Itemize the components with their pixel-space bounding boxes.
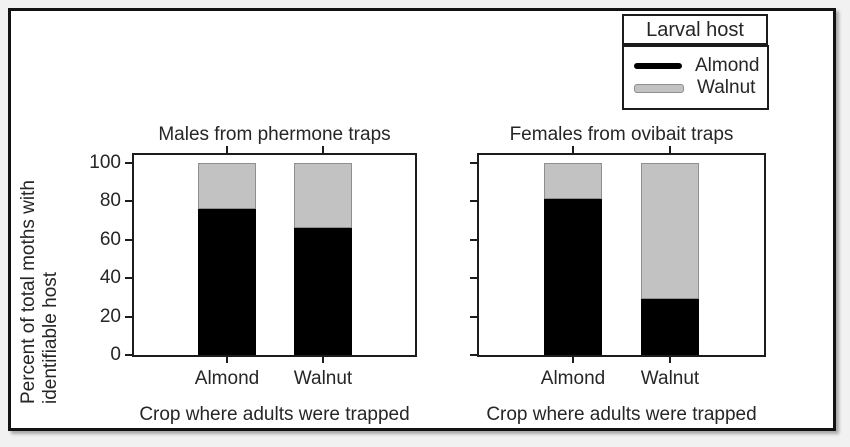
legend-title-box: Larval host bbox=[622, 14, 768, 45]
category-label: Almond bbox=[194, 368, 260, 389]
legend-row-walnut: Walnut bbox=[634, 77, 767, 99]
y-axis-tick bbox=[125, 161, 132, 164]
bar-segment-almond bbox=[198, 208, 256, 355]
x-axis-tick-top bbox=[669, 146, 671, 153]
y-axis-title: Percent of total moths with identifiable… bbox=[18, 180, 61, 404]
x-axis-tick bbox=[226, 357, 228, 363]
walnut-swatch-icon bbox=[634, 83, 684, 93]
bar-segment-almond bbox=[294, 227, 352, 355]
chart-title: Females from ovibait traps bbox=[509, 124, 734, 145]
y-axis-tick bbox=[125, 200, 132, 202]
legend-label-walnut: Walnut bbox=[697, 77, 756, 98]
y-tick-label: 100 bbox=[89, 151, 121, 173]
y-axis-tick bbox=[470, 354, 477, 356]
y-tick-label: 0 bbox=[110, 344, 121, 365]
y-axis-tick bbox=[125, 354, 132, 356]
bar-segment-walnut bbox=[294, 162, 352, 228]
plot-area bbox=[132, 153, 417, 357]
plot-area bbox=[477, 153, 766, 357]
x-axis-tick bbox=[572, 357, 574, 363]
y-axis-tick bbox=[125, 315, 132, 318]
x-axis-title: Crop where adults were trapped bbox=[139, 404, 410, 425]
y-tick-label: 20 bbox=[99, 305, 121, 327]
y-axis-tick bbox=[470, 238, 477, 241]
legend-box: Almond Walnut bbox=[622, 45, 769, 110]
y-tick-label: 40 bbox=[99, 267, 121, 288]
y-axis-tick bbox=[470, 315, 477, 318]
almond-swatch-icon bbox=[634, 63, 682, 69]
category-label: Walnut bbox=[293, 368, 353, 389]
y-axis-tick bbox=[470, 200, 477, 202]
chart-title: Males from phermone traps bbox=[158, 124, 391, 145]
bar-segment-almond bbox=[544, 199, 602, 355]
x-axis-title: Crop where adults were trapped bbox=[486, 404, 757, 425]
y-axis-tick bbox=[125, 238, 132, 241]
bar-segment-walnut bbox=[198, 162, 256, 209]
y-tick-label: 60 bbox=[99, 228, 121, 250]
bar-segment-walnut bbox=[641, 162, 699, 300]
bar-segment-almond bbox=[641, 299, 699, 355]
legend-title: Larval host bbox=[646, 19, 744, 41]
x-axis-tick bbox=[669, 357, 671, 363]
legend-label-almond: Almond bbox=[695, 55, 760, 76]
x-axis-tick-top bbox=[572, 146, 574, 153]
y-axis-tick bbox=[470, 277, 477, 279]
bar-segment-walnut bbox=[544, 162, 602, 200]
y-axis-tick bbox=[125, 277, 132, 279]
y-axis-tick bbox=[470, 161, 477, 164]
x-axis-tick-top bbox=[322, 146, 324, 153]
category-label: Almond bbox=[540, 368, 606, 389]
x-axis-tick bbox=[322, 357, 324, 363]
y-tick-label: 80 bbox=[99, 190, 121, 211]
x-axis-tick-top bbox=[226, 146, 228, 153]
legend-row-almond: Almond bbox=[634, 55, 767, 77]
y-axis-title-wrap: Percent of total moths with identifiable… bbox=[16, 122, 64, 404]
category-label: Walnut bbox=[640, 368, 700, 389]
